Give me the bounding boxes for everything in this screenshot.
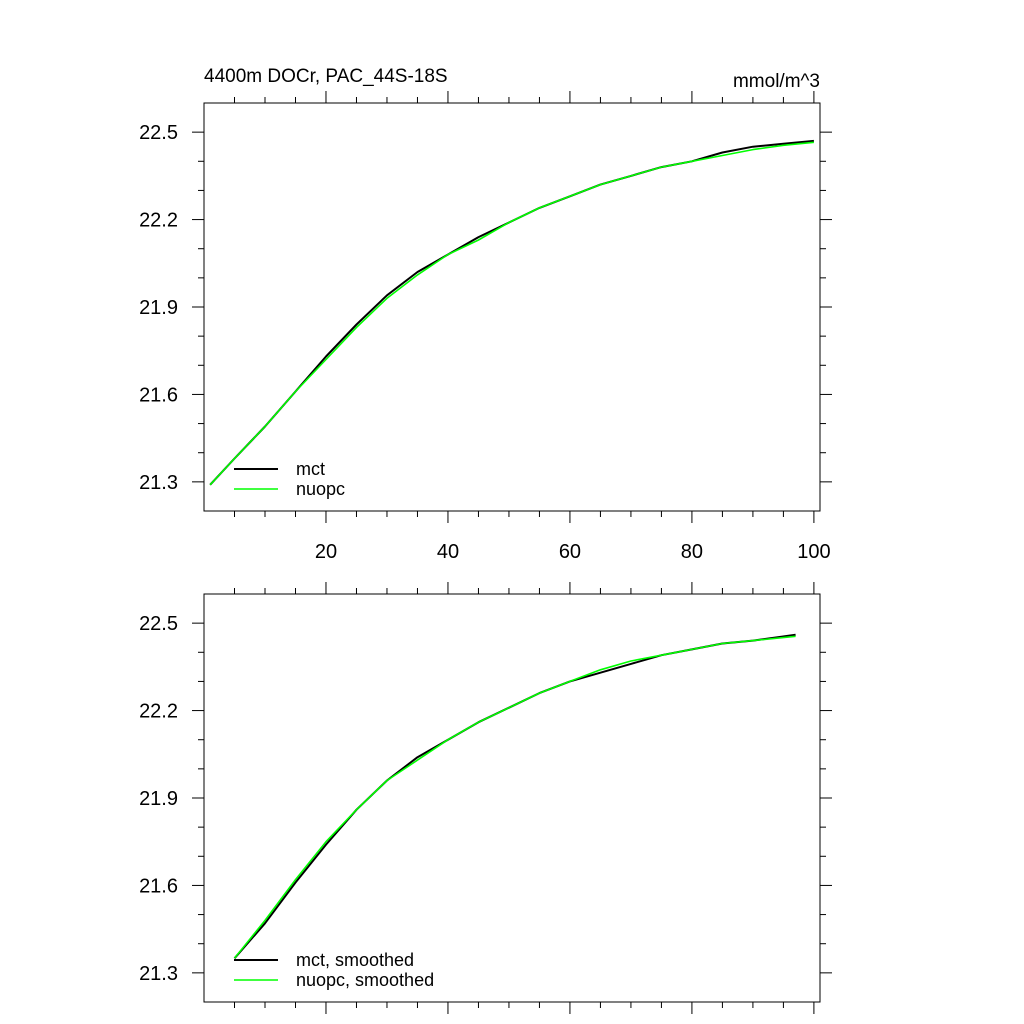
series-line-nuopc-smoothed xyxy=(233,635,796,959)
y-tick-label: 21.9 xyxy=(139,297,178,319)
y-tick-label: 22.5 xyxy=(139,613,178,635)
units-label: mmol/m^3 xyxy=(733,71,820,92)
x-tick-label: 40 xyxy=(437,541,459,563)
y-tick-label: 21.6 xyxy=(139,875,178,897)
y-tick-label: 21.9 xyxy=(139,788,178,810)
y-tick-label: 22.5 xyxy=(139,122,178,144)
series-line-nuopc xyxy=(209,141,814,486)
bottom-panel: 21.3 21.6 21.9 22.2 22.5 mct, smoothednuopc,… xyxy=(139,582,832,1014)
series-lines xyxy=(209,139,814,486)
top-panel: 4400m DOCr, PAC_44S-18S mmol/m^3 20 40 60 8… xyxy=(139,66,832,563)
y-tick-label: 22.2 xyxy=(139,701,178,723)
chart-title: 4400m DOCr, PAC_44S-18S xyxy=(204,66,448,87)
y-tick-label: 21.6 xyxy=(139,384,178,406)
axis-ticks: 21.3 21.6 21.9 22.2 22.5 xyxy=(139,582,832,1014)
legend-label: nuopc, smoothed xyxy=(296,970,434,990)
y-tick-label: 22.2 xyxy=(139,210,178,232)
y-tick-label: 21.3 xyxy=(139,963,178,985)
series-lines xyxy=(233,633,796,959)
axis-ticks: 20 40 60 80 100 21.3 21.6 21.9 22.2 22.5 xyxy=(139,91,832,563)
legend-label: mct, smoothed xyxy=(296,950,414,970)
x-tick-label: 100 xyxy=(797,541,830,563)
legend-label: mct xyxy=(296,459,325,479)
x-tick-label: 20 xyxy=(315,541,337,563)
x-tick-label: 60 xyxy=(559,541,581,563)
x-tick-label: 80 xyxy=(681,541,703,563)
legend-label: nuopc xyxy=(296,479,345,499)
y-tick-label: 21.3 xyxy=(139,472,178,494)
